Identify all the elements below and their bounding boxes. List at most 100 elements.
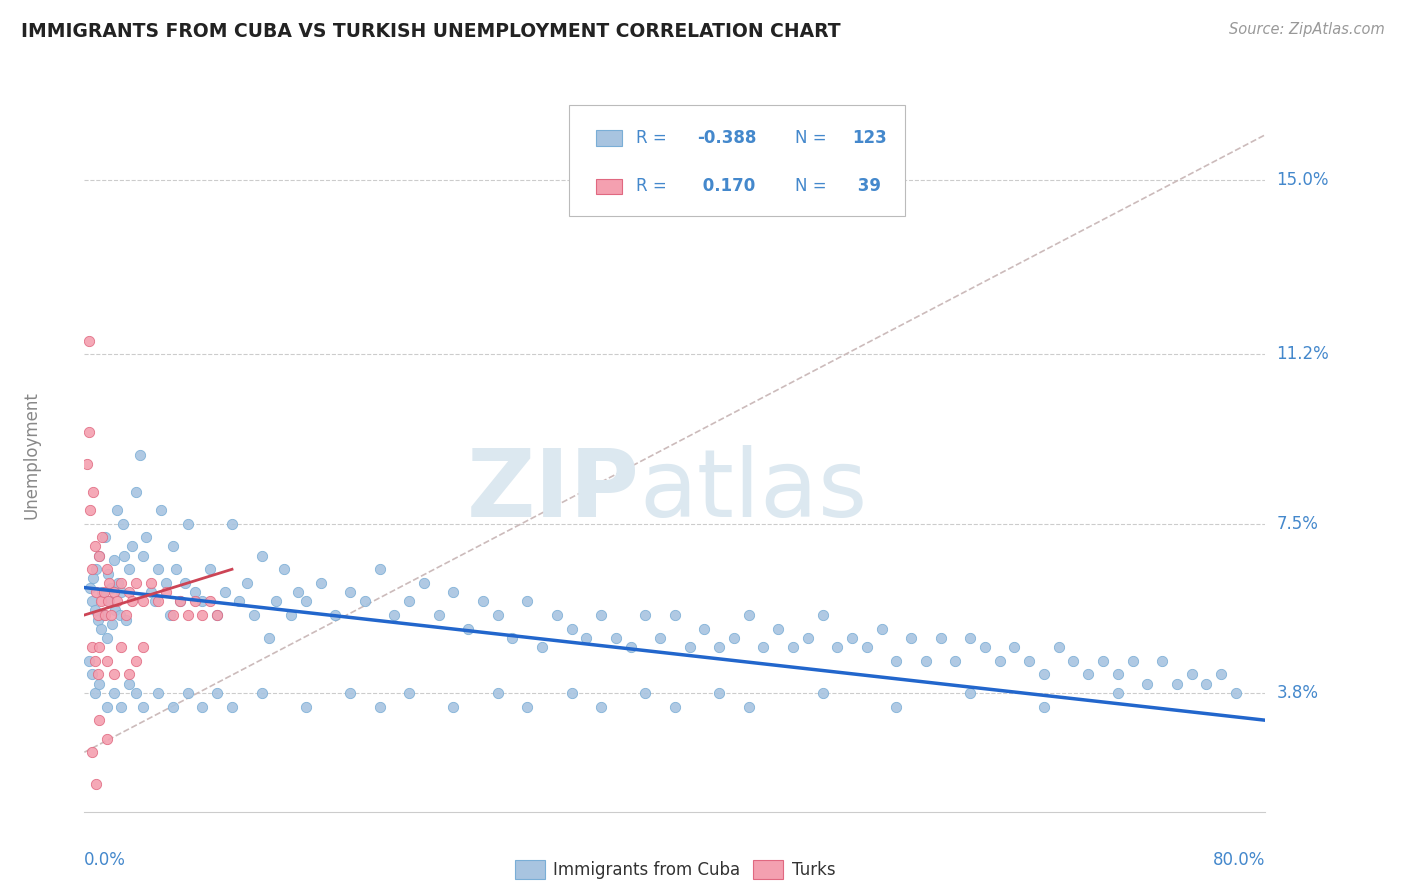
Point bbox=[413, 576, 436, 591]
Point bbox=[723, 631, 745, 645]
Point bbox=[118, 562, 141, 576]
Point bbox=[111, 516, 134, 531]
Point bbox=[110, 585, 132, 599]
Point bbox=[486, 607, 509, 622]
Point bbox=[148, 562, 170, 576]
Point bbox=[1166, 676, 1188, 690]
Point bbox=[287, 585, 309, 599]
Point bbox=[177, 686, 200, 700]
FancyBboxPatch shape bbox=[596, 178, 621, 194]
Point bbox=[546, 607, 568, 622]
Point bbox=[243, 607, 266, 622]
Point bbox=[139, 585, 162, 599]
Point bbox=[148, 686, 170, 700]
Text: 123: 123 bbox=[852, 128, 887, 147]
Point bbox=[1018, 654, 1040, 668]
Point bbox=[198, 562, 221, 576]
Point bbox=[112, 549, 135, 563]
Point bbox=[295, 699, 318, 714]
Point bbox=[368, 699, 391, 714]
Point bbox=[173, 576, 195, 591]
Point bbox=[1180, 667, 1202, 681]
Point bbox=[162, 699, 184, 714]
Point bbox=[84, 562, 107, 576]
Point bbox=[93, 607, 115, 622]
Point bbox=[76, 457, 98, 471]
Point bbox=[177, 607, 200, 622]
FancyBboxPatch shape bbox=[596, 130, 621, 145]
Point bbox=[97, 594, 120, 608]
Point bbox=[368, 562, 391, 576]
Point bbox=[398, 594, 420, 608]
Point bbox=[191, 607, 214, 622]
Point bbox=[125, 686, 148, 700]
Text: 15.0%: 15.0% bbox=[1277, 171, 1329, 189]
Point bbox=[841, 631, 863, 645]
Point bbox=[1225, 686, 1247, 700]
Point bbox=[83, 540, 105, 554]
Point bbox=[80, 594, 103, 608]
Point bbox=[1032, 667, 1054, 681]
Point bbox=[80, 640, 103, 654]
Point bbox=[457, 622, 479, 636]
Point bbox=[664, 699, 686, 714]
Point bbox=[125, 484, 148, 499]
Point bbox=[959, 686, 981, 700]
Point bbox=[129, 448, 152, 462]
Point bbox=[811, 686, 834, 700]
Point bbox=[103, 686, 125, 700]
Point bbox=[139, 576, 162, 591]
Point bbox=[205, 686, 228, 700]
Point bbox=[634, 607, 657, 622]
Point bbox=[1063, 654, 1085, 668]
Point bbox=[184, 594, 207, 608]
Point bbox=[1032, 699, 1054, 714]
Point bbox=[162, 540, 184, 554]
Point bbox=[114, 607, 136, 622]
Text: 80.0%: 80.0% bbox=[1213, 851, 1265, 869]
Point bbox=[177, 516, 200, 531]
Point bbox=[87, 549, 111, 563]
Point bbox=[86, 613, 108, 627]
Point bbox=[1092, 654, 1115, 668]
Point bbox=[679, 640, 702, 654]
Point bbox=[94, 530, 117, 544]
Point bbox=[162, 607, 184, 622]
Text: 0.0%: 0.0% bbox=[84, 851, 127, 869]
Point bbox=[96, 654, 118, 668]
Point bbox=[121, 594, 143, 608]
Point bbox=[664, 607, 686, 622]
Point bbox=[1150, 654, 1173, 668]
Point bbox=[87, 676, 111, 690]
Point bbox=[103, 553, 125, 567]
Text: 39: 39 bbox=[852, 178, 882, 195]
Point bbox=[441, 585, 464, 599]
Point bbox=[273, 562, 295, 576]
Point bbox=[100, 581, 122, 595]
Point bbox=[796, 631, 818, 645]
Point bbox=[104, 603, 127, 617]
Point bbox=[1136, 676, 1159, 690]
Point bbox=[84, 777, 107, 791]
Point bbox=[77, 334, 100, 348]
Point bbox=[110, 699, 132, 714]
Point bbox=[82, 571, 104, 585]
Point bbox=[110, 576, 132, 591]
Point bbox=[105, 594, 128, 608]
Point bbox=[97, 566, 120, 581]
Point bbox=[339, 686, 361, 700]
Point bbox=[108, 607, 131, 622]
Point bbox=[110, 640, 132, 654]
Point bbox=[221, 699, 243, 714]
Point bbox=[169, 594, 191, 608]
Point bbox=[79, 503, 101, 517]
Point bbox=[382, 607, 406, 622]
Point bbox=[100, 607, 122, 622]
Point bbox=[648, 631, 672, 645]
Point bbox=[280, 607, 302, 622]
Text: N =: N = bbox=[796, 178, 827, 195]
Point bbox=[86, 607, 108, 622]
Point bbox=[155, 576, 177, 591]
Text: IMMIGRANTS FROM CUBA VS TURKISH UNEMPLOYMENT CORRELATION CHART: IMMIGRANTS FROM CUBA VS TURKISH UNEMPLOY… bbox=[21, 22, 841, 41]
Point bbox=[752, 640, 775, 654]
